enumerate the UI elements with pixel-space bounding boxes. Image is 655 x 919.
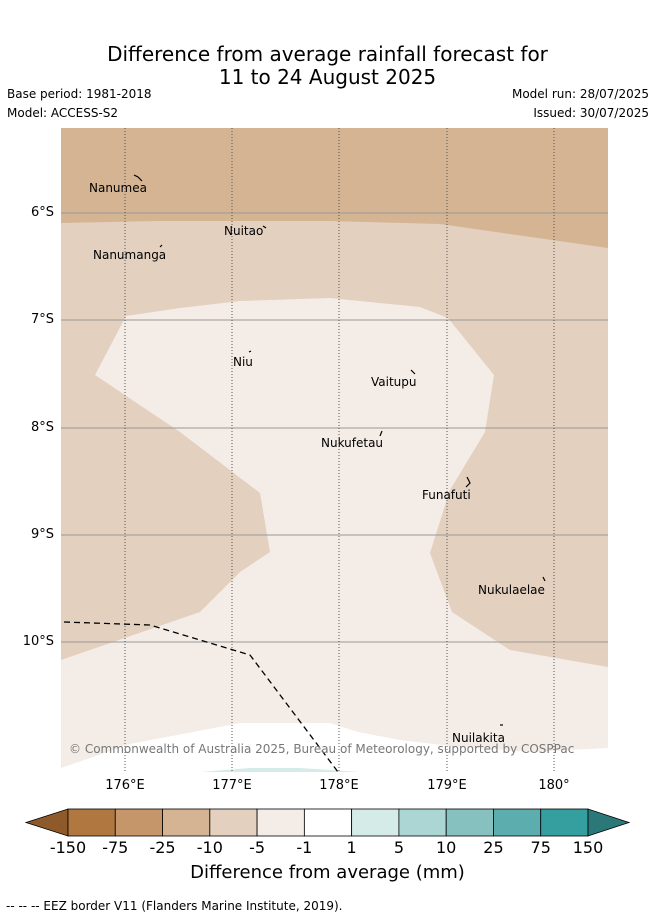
island-label-nuitao: Nuitao — [224, 224, 264, 238]
island-label-nanumea: Nanumea — [89, 181, 147, 195]
lat-label-7s: 7°S — [30, 312, 54, 327]
island-markers — [133, 174, 546, 726]
colorbar-title: Difference from average (mm) — [190, 862, 465, 883]
colorbar-segment — [209, 808, 258, 837]
lon-label-179e: 179°E — [427, 778, 467, 793]
lon-label-177e: 177°E — [212, 778, 252, 793]
model-run-date: Model run: 28/07/2025 — [511, 87, 649, 101]
copyright-notice: © Commonwealth of Australia 2025, Bureau… — [69, 742, 575, 756]
issued-date: Issued: 30/07/2025 — [533, 106, 649, 120]
band-minus1-to-1 — [61, 723, 608, 772]
island-label-nukulaelae: Nukulaelae — [478, 583, 545, 597]
island-label-nanumanga: Nanumanga — [93, 248, 167, 262]
colorbar-arrow-high — [587, 808, 631, 837]
lat-label-8s: 8°S — [30, 420, 54, 435]
title-line-1: Difference from average rainfall forecas… — [107, 42, 548, 66]
colorbar-segment — [351, 808, 400, 837]
lat-label-10s: 10°S — [22, 634, 54, 649]
colorbar-tick-label: 10 — [435, 838, 457, 857]
longitude-gridlines — [124, 128, 555, 772]
colorbar-tick-label: 150 — [572, 838, 604, 857]
colorbar-segment — [540, 808, 589, 837]
colorbar-segment — [256, 808, 305, 837]
colorbar-tick-label: 1 — [346, 838, 357, 857]
island-label-nukufetau: Nukufetau — [321, 436, 384, 450]
colorbar-segment — [398, 808, 447, 837]
title-line-2: 11 to 24 August 2025 — [218, 65, 437, 89]
eez-legend-note: -- -- -- EEZ border V11 (Flanders Marine… — [6, 899, 343, 913]
colorbar-tick-label: -25 — [149, 838, 176, 857]
island-label-niu: Niu — [233, 355, 253, 369]
colorbar-tick-label: -1 — [296, 838, 313, 857]
model-name: Model: ACCESS-S2 — [7, 106, 119, 120]
rainfall-difference-map — [61, 128, 608, 772]
island-label-funafuti: Funafuti — [422, 488, 471, 502]
colorbar-segment — [67, 808, 116, 837]
colorbar — [24, 808, 631, 837]
colorbar-tick-label: 75 — [530, 838, 551, 857]
colorbar-segment — [162, 808, 211, 837]
colorbar-tick-label: -10 — [196, 838, 223, 857]
island-label-nuilakita: Nuilakita — [452, 731, 505, 745]
lon-label-176e: 176°E — [105, 778, 145, 793]
lat-label-9s: 9°S — [30, 527, 54, 542]
colorbar-segment — [303, 808, 353, 837]
colorbar-arrow-low — [24, 808, 69, 837]
colorbar-tick-label: 25 — [483, 838, 504, 857]
lon-label-178e: 178°E — [319, 778, 359, 793]
lon-label-180: 180° — [538, 778, 570, 793]
colorbar-segment — [493, 808, 542, 837]
eez-border — [63, 621, 339, 772]
colorbar-tick-label: -150 — [49, 838, 87, 857]
colorbar-tick-label: 5 — [393, 838, 404, 857]
latitude-gridlines — [61, 212, 608, 643]
island-label-vaitupu: Vaitupu — [371, 375, 417, 389]
band-1-to-5 — [200, 768, 360, 772]
colorbar-segment — [114, 808, 163, 837]
colorbar-segment — [445, 808, 494, 837]
colorbar-tick-label: -75 — [102, 838, 129, 857]
base-period: Base period: 1981-2018 — [7, 87, 152, 101]
lat-label-6s: 6°S — [30, 205, 54, 220]
colorbar-tick-label: -5 — [249, 838, 266, 857]
